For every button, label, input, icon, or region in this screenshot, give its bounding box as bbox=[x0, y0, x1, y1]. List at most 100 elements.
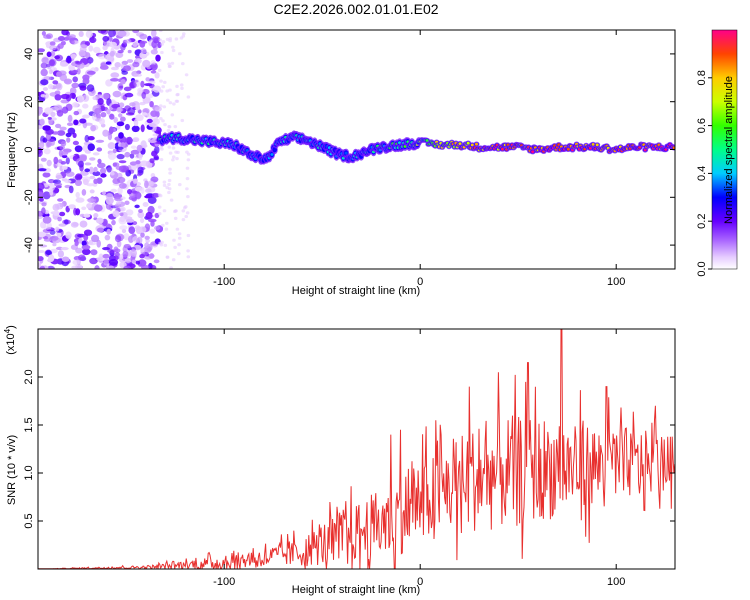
colorbar-label: Normalized spectral amplitude bbox=[723, 76, 735, 224]
noise-speckle bbox=[93, 46, 101, 54]
noise-speckle bbox=[48, 58, 57, 67]
noise-speckle bbox=[84, 122, 93, 126]
noise-speckle bbox=[151, 30, 157, 38]
noise-speckle bbox=[46, 141, 52, 148]
noise-speckle bbox=[177, 232, 182, 236]
snr-ticks: -100 0 100 0.5 1.0 1.5 2.0 bbox=[23, 329, 675, 588]
noise-speckle bbox=[178, 236, 182, 240]
noise-speckle bbox=[65, 231, 72, 239]
noise-speckle bbox=[169, 198, 174, 202]
noise-speckle bbox=[175, 93, 179, 97]
noise-speckle bbox=[162, 209, 167, 213]
snr-panel: -100 0 100 0.5 1.0 1.5 2.0 Height of straight … bbox=[3, 325, 676, 596]
noise-speckle bbox=[153, 259, 160, 264]
spectrogram-ytick-label: 0 bbox=[23, 146, 35, 152]
noise-speckle bbox=[119, 216, 126, 223]
noise-speckle bbox=[139, 160, 149, 167]
noise-speckle bbox=[79, 220, 88, 228]
noise-speckle bbox=[174, 99, 179, 103]
signal-core bbox=[344, 151, 348, 155]
noise-speckle bbox=[100, 112, 107, 118]
noise-speckle bbox=[41, 31, 47, 36]
noise-speckle bbox=[144, 180, 149, 189]
noise-speckle bbox=[59, 61, 69, 67]
noise-speckle bbox=[70, 53, 77, 59]
signal-core bbox=[425, 139, 429, 142]
noise-speckle bbox=[71, 265, 81, 269]
noise-speckle bbox=[125, 209, 134, 216]
noise-speckle bbox=[78, 50, 86, 57]
noise-speckle bbox=[79, 155, 87, 162]
noise-speckle bbox=[132, 137, 140, 142]
noise-speckle bbox=[87, 197, 97, 204]
noise-speckle bbox=[49, 235, 59, 241]
noise-speckle bbox=[184, 73, 189, 77]
noise-speckle bbox=[153, 225, 161, 231]
noise-speckle bbox=[150, 64, 157, 69]
noise-speckle bbox=[93, 213, 99, 218]
noise-speckle bbox=[78, 31, 84, 37]
noise-speckle bbox=[115, 52, 124, 58]
noise-speckle bbox=[133, 73, 142, 77]
noise-speckle bbox=[50, 248, 58, 254]
noise-speckle bbox=[119, 206, 126, 212]
noise-speckle bbox=[126, 59, 134, 63]
noise-speckle bbox=[76, 95, 85, 103]
noise-speckle bbox=[186, 158, 191, 162]
noise-speckle bbox=[54, 182, 63, 187]
noise-speckle bbox=[89, 157, 96, 161]
noise-speckle bbox=[90, 125, 96, 132]
noise-speckle bbox=[73, 110, 80, 116]
noise-speckle bbox=[116, 146, 124, 150]
noise-speckle bbox=[131, 259, 138, 264]
noise-speckle bbox=[48, 83, 54, 90]
noise-speckle bbox=[142, 112, 148, 116]
noise-speckle bbox=[136, 144, 143, 152]
noise-speckle bbox=[90, 249, 98, 256]
snr-multiplier: (x104) bbox=[3, 325, 17, 355]
noise-speckle bbox=[152, 85, 162, 93]
noise-speckle bbox=[151, 192, 160, 198]
snr-ytick-label: 0.5 bbox=[23, 513, 35, 528]
noise-speckle bbox=[146, 118, 153, 124]
noise-speckle bbox=[38, 141, 45, 149]
noise-speckle bbox=[173, 245, 177, 249]
noise-speckle bbox=[178, 183, 182, 187]
noise-speckle bbox=[38, 182, 45, 191]
noise-speckle bbox=[144, 83, 153, 87]
noise-speckle bbox=[145, 238, 150, 243]
noise-speckle bbox=[97, 158, 102, 164]
noise-speckle bbox=[118, 165, 128, 173]
noise-speckle bbox=[68, 204, 76, 210]
noise-speckle bbox=[112, 162, 120, 168]
noise-speckle bbox=[136, 173, 142, 177]
noise-speckle bbox=[40, 79, 49, 86]
noise-speckle bbox=[118, 182, 127, 189]
noise-speckle bbox=[181, 209, 186, 213]
noise-speckle bbox=[75, 197, 85, 203]
noise-speckle bbox=[100, 173, 107, 178]
noise-speckle bbox=[94, 107, 102, 114]
noise-speckle bbox=[140, 124, 145, 133]
noise-speckle bbox=[110, 66, 119, 71]
noise-speckle bbox=[150, 110, 158, 117]
noise-speckle bbox=[130, 249, 138, 257]
noise-speckle bbox=[116, 153, 125, 160]
noise-speckle bbox=[172, 238, 176, 242]
signal-core bbox=[273, 148, 277, 152]
noise-speckle bbox=[107, 132, 113, 141]
noise-speckle bbox=[148, 139, 157, 143]
noise-speckle bbox=[70, 40, 75, 45]
noise-speckle bbox=[40, 94, 45, 98]
noise-speckle bbox=[64, 179, 72, 184]
noise-speckle bbox=[134, 186, 143, 192]
noise-speckle bbox=[41, 57, 49, 64]
noise-speckle bbox=[59, 145, 65, 150]
noise-speckle bbox=[109, 258, 119, 266]
noise-speckle bbox=[130, 145, 137, 149]
noise-speckle bbox=[97, 98, 104, 105]
noise-speckle bbox=[53, 156, 59, 165]
snr-multiplier-base: (x10 bbox=[5, 333, 17, 354]
noise-speckle bbox=[103, 258, 109, 266]
noise-speckle bbox=[168, 39, 172, 43]
